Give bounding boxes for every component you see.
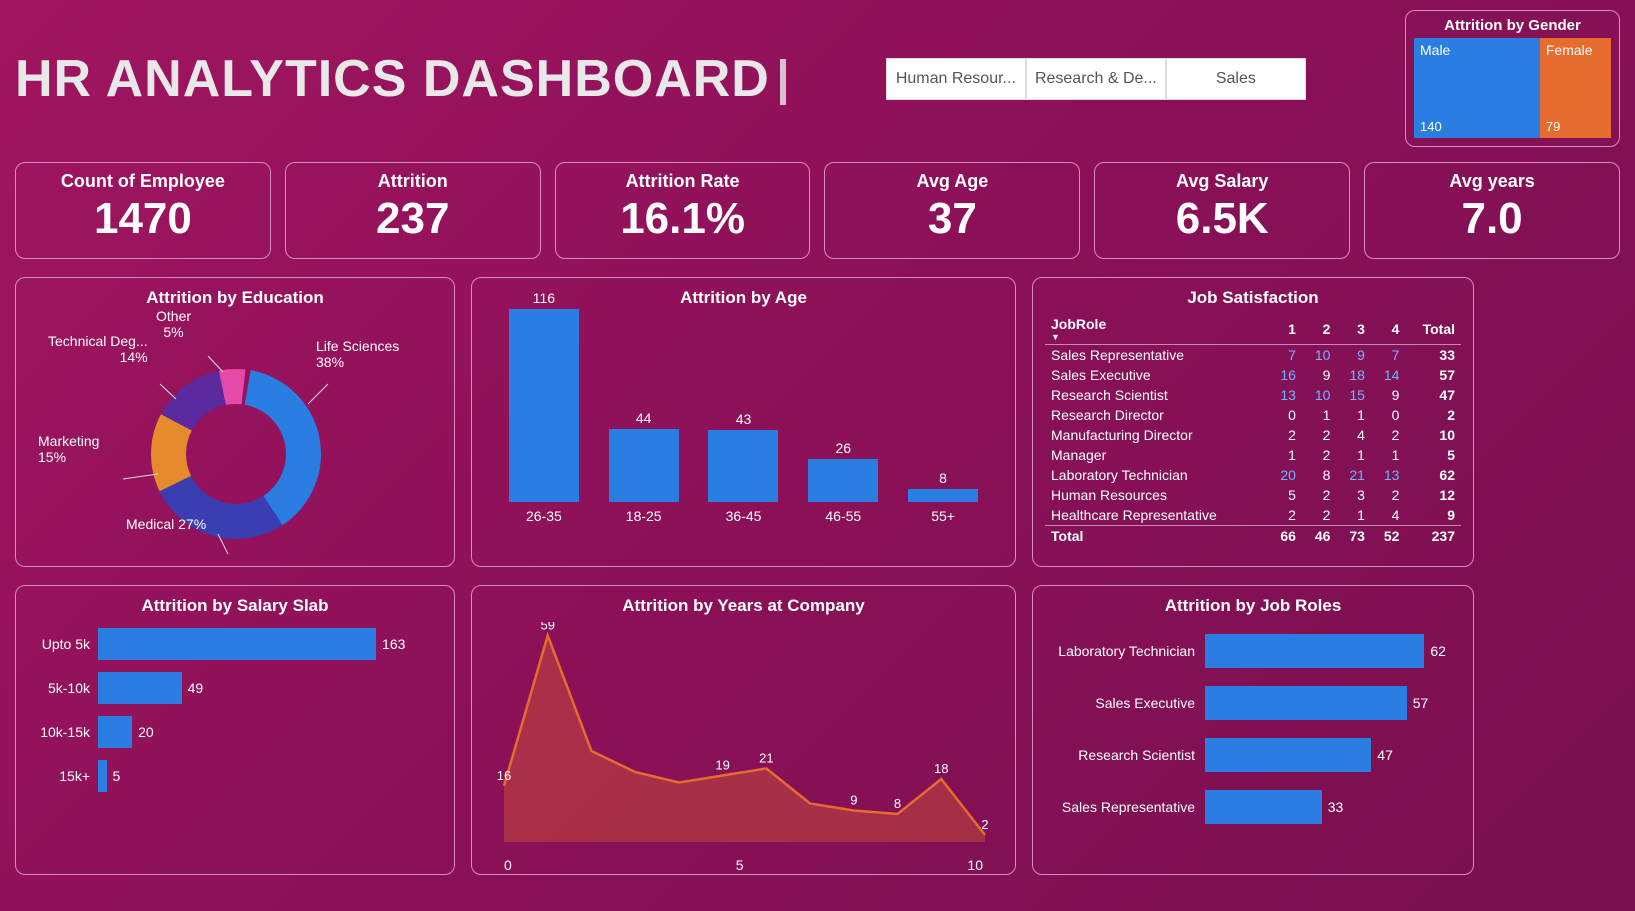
role-bar-0[interactable]: Laboratory Technician62 — [1045, 634, 1461, 668]
years-chart[interactable]: Attrition by Years at Company 16 59 19 21 9 8… — [471, 585, 1016, 875]
table-row[interactable]: Manager12115 — [1045, 445, 1461, 465]
svg-text:21: 21 — [759, 751, 773, 766]
table-row[interactable]: Research Scientist131015947 — [1045, 385, 1461, 405]
age-bar-2[interactable]: 4336-45 — [703, 411, 783, 524]
svg-text:16: 16 — [497, 768, 511, 783]
years-title: Attrition by Years at Company — [484, 596, 1003, 616]
svg-text:59: 59 — [540, 622, 554, 633]
gender-card[interactable]: Attrition by Gender Male140Female79 — [1405, 10, 1620, 147]
kpi-2[interactable]: Attrition Rate16.1% — [555, 162, 811, 259]
kpi-row: Count of Employee1470Attrition237Attriti… — [15, 162, 1620, 259]
kpi-0[interactable]: Count of Employee1470 — [15, 162, 271, 259]
gender-female[interactable]: Female79 — [1540, 38, 1611, 138]
table-row[interactable]: Human Resources523212 — [1045, 485, 1461, 505]
roles-chart[interactable]: Attrition by Job Roles Laboratory Techni… — [1032, 585, 1474, 875]
gender-title: Attrition by Gender — [1414, 17, 1611, 34]
donut-label-medical: Medical 27% — [126, 516, 206, 532]
page-title: HR ANALYTICS DASHBOARD — [15, 49, 786, 109]
kpi-4[interactable]: Avg Salary6.5K — [1094, 162, 1350, 259]
table-row[interactable]: Healthcare Representative22149 — [1045, 505, 1461, 526]
table-row[interactable]: Sales Executive169181457 — [1045, 365, 1461, 385]
kpi-5[interactable]: Avg years7.0 — [1364, 162, 1620, 259]
table-total-row: Total66467352237 — [1045, 526, 1461, 547]
svg-text:8: 8 — [894, 796, 901, 811]
age-bar-0[interactable]: 11626-35 — [504, 290, 584, 524]
salary-title: Attrition by Salary Slab — [28, 596, 442, 616]
role-bar-2[interactable]: Research Scientist47 — [1045, 738, 1461, 772]
age-bar-3[interactable]: 2646-55 — [803, 440, 883, 524]
table-row[interactable]: Manufacturing Director224210 — [1045, 425, 1461, 445]
role-bar-3[interactable]: Sales Representative33 — [1045, 790, 1461, 824]
education-chart[interactable]: Attrition by Education Life Sciences 38%… — [15, 277, 455, 567]
satisfaction-table-card[interactable]: Job Satisfaction JobRole▼1234TotalSales … — [1032, 277, 1474, 567]
table-row[interactable]: Sales Representative7109733 — [1045, 345, 1461, 366]
years-area — [504, 636, 985, 843]
svg-text:9: 9 — [850, 793, 857, 808]
role-bar-1[interactable]: Sales Executive57 — [1045, 686, 1461, 720]
table-row[interactable]: Laboratory Technician208211362 — [1045, 465, 1461, 485]
salary-bar-0[interactable]: Upto 5k163 — [28, 628, 442, 660]
svg-text:19: 19 — [715, 758, 729, 773]
kpi-1[interactable]: Attrition237 — [285, 162, 541, 259]
svg-text:18: 18 — [934, 761, 948, 776]
salary-bar-3[interactable]: 15k+5 — [28, 760, 442, 792]
age-chart[interactable]: Attrition by Age 11626-354418-254336-452… — [471, 277, 1016, 567]
slicer-rd[interactable]: Research & De... — [1026, 58, 1166, 100]
age-bar-4[interactable]: 855+ — [903, 470, 983, 524]
department-slicer: Human Resour... Research & De... Sales — [886, 58, 1306, 100]
age-bar-1[interactable]: 4418-25 — [604, 410, 684, 524]
salary-chart[interactable]: Attrition by Salary Slab Upto 5k163 5k-10… — [15, 585, 455, 875]
salary-bar-1[interactable]: 5k-10k49 — [28, 672, 442, 704]
slicer-sales[interactable]: Sales — [1166, 58, 1306, 100]
donut-label-technical: Technical Deg... 14% — [48, 333, 148, 365]
gender-male[interactable]: Male140 — [1414, 38, 1540, 138]
satisfaction-table: JobRole▼1234TotalSales Representative710… — [1045, 314, 1461, 546]
kpi-3[interactable]: Avg Age37 — [824, 162, 1080, 259]
svg-text:2: 2 — [981, 817, 988, 832]
slicer-hr[interactable]: Human Resour... — [886, 58, 1026, 100]
donut-label-life: Life Sciences 38% — [316, 338, 399, 370]
donut-label-other: Other 5% — [156, 308, 191, 340]
roles-title: Attrition by Job Roles — [1045, 596, 1461, 616]
donut-label-marketing: Marketing 15% — [38, 433, 99, 465]
salary-bar-2[interactable]: 10k-15k20 — [28, 716, 442, 748]
table-row[interactable]: Research Director01102 — [1045, 405, 1461, 425]
satisfaction-title: Job Satisfaction — [1045, 288, 1461, 308]
